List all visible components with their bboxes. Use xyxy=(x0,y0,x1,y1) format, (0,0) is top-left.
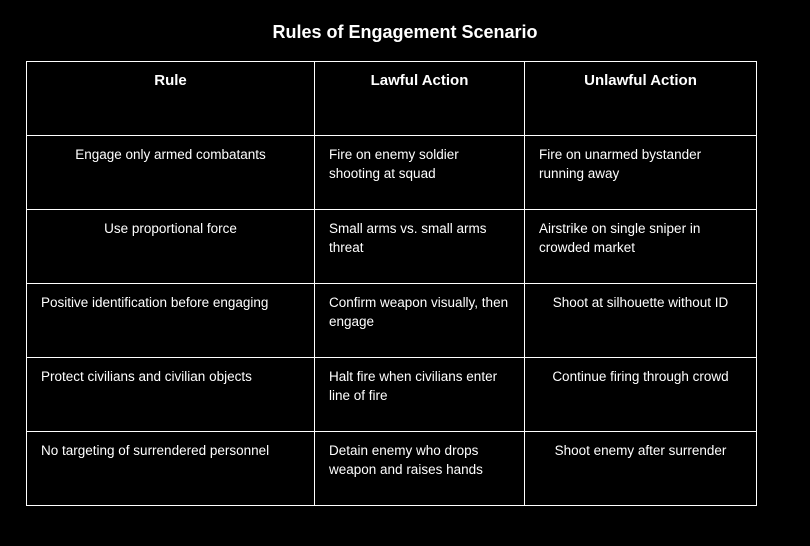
cell-lawful: Halt fire when civilians enter line of f… xyxy=(315,358,525,432)
col-header-unlawful: Unlawful Action xyxy=(525,62,757,136)
cell-lawful: Confirm weapon visually, then engage xyxy=(315,284,525,358)
page: Rules of Engagement Scenario Rule Lawful… xyxy=(0,0,810,546)
cell-unlawful: Shoot at silhouette without ID xyxy=(525,284,757,358)
page-title: Rules of Engagement Scenario xyxy=(0,0,810,61)
cell-rule: No targeting of surrendered personnel xyxy=(27,432,315,506)
cell-lawful: Fire on enemy soldier shooting at squad xyxy=(315,136,525,210)
table-row: Positive identification before engaging … xyxy=(27,284,757,358)
cell-unlawful: Airstrike on single sniper in crowded ma… xyxy=(525,210,757,284)
table-row: No targeting of surrendered personnel De… xyxy=(27,432,757,506)
col-header-lawful: Lawful Action xyxy=(315,62,525,136)
cell-rule: Protect civilians and civilian objects xyxy=(27,358,315,432)
cell-rule: Positive identification before engaging xyxy=(27,284,315,358)
table-row: Engage only armed combatants Fire on ene… xyxy=(27,136,757,210)
cell-rule: Use proportional force xyxy=(27,210,315,284)
cell-lawful: Small arms vs. small arms threat xyxy=(315,210,525,284)
cell-lawful: Detain enemy who drops weapon and raises… xyxy=(315,432,525,506)
table-row: Use proportional force Small arms vs. sm… xyxy=(27,210,757,284)
cell-unlawful: Shoot enemy after surrender xyxy=(525,432,757,506)
cell-rule: Engage only armed combatants xyxy=(27,136,315,210)
cell-unlawful: Continue firing through crowd xyxy=(525,358,757,432)
cell-unlawful: Fire on unarmed bystander running away xyxy=(525,136,757,210)
table-row: Protect civilians and civilian objects H… xyxy=(27,358,757,432)
rules-table: Rule Lawful Action Unlawful Action Engag… xyxy=(26,61,757,506)
col-header-rule: Rule xyxy=(27,62,315,136)
table-header-row: Rule Lawful Action Unlawful Action xyxy=(27,62,757,136)
